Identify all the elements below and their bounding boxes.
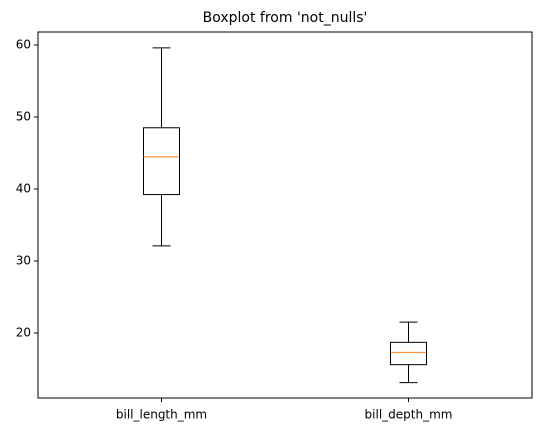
x-tick-label: bill_length_mm <box>116 408 207 422</box>
y-tick-label: 60 <box>16 37 31 51</box>
box <box>143 127 180 196</box>
y-tick-label: 50 <box>16 109 31 123</box>
plot-frame <box>37 31 533 399</box>
box <box>390 341 427 366</box>
y-tick-label: 30 <box>16 253 31 267</box>
y-tick-label: 20 <box>16 325 31 339</box>
y-tick-label: 40 <box>16 181 31 195</box>
x-tick-label: bill_depth_mm <box>365 408 453 422</box>
chart-title: Boxplot from 'not_nulls' <box>203 10 368 26</box>
